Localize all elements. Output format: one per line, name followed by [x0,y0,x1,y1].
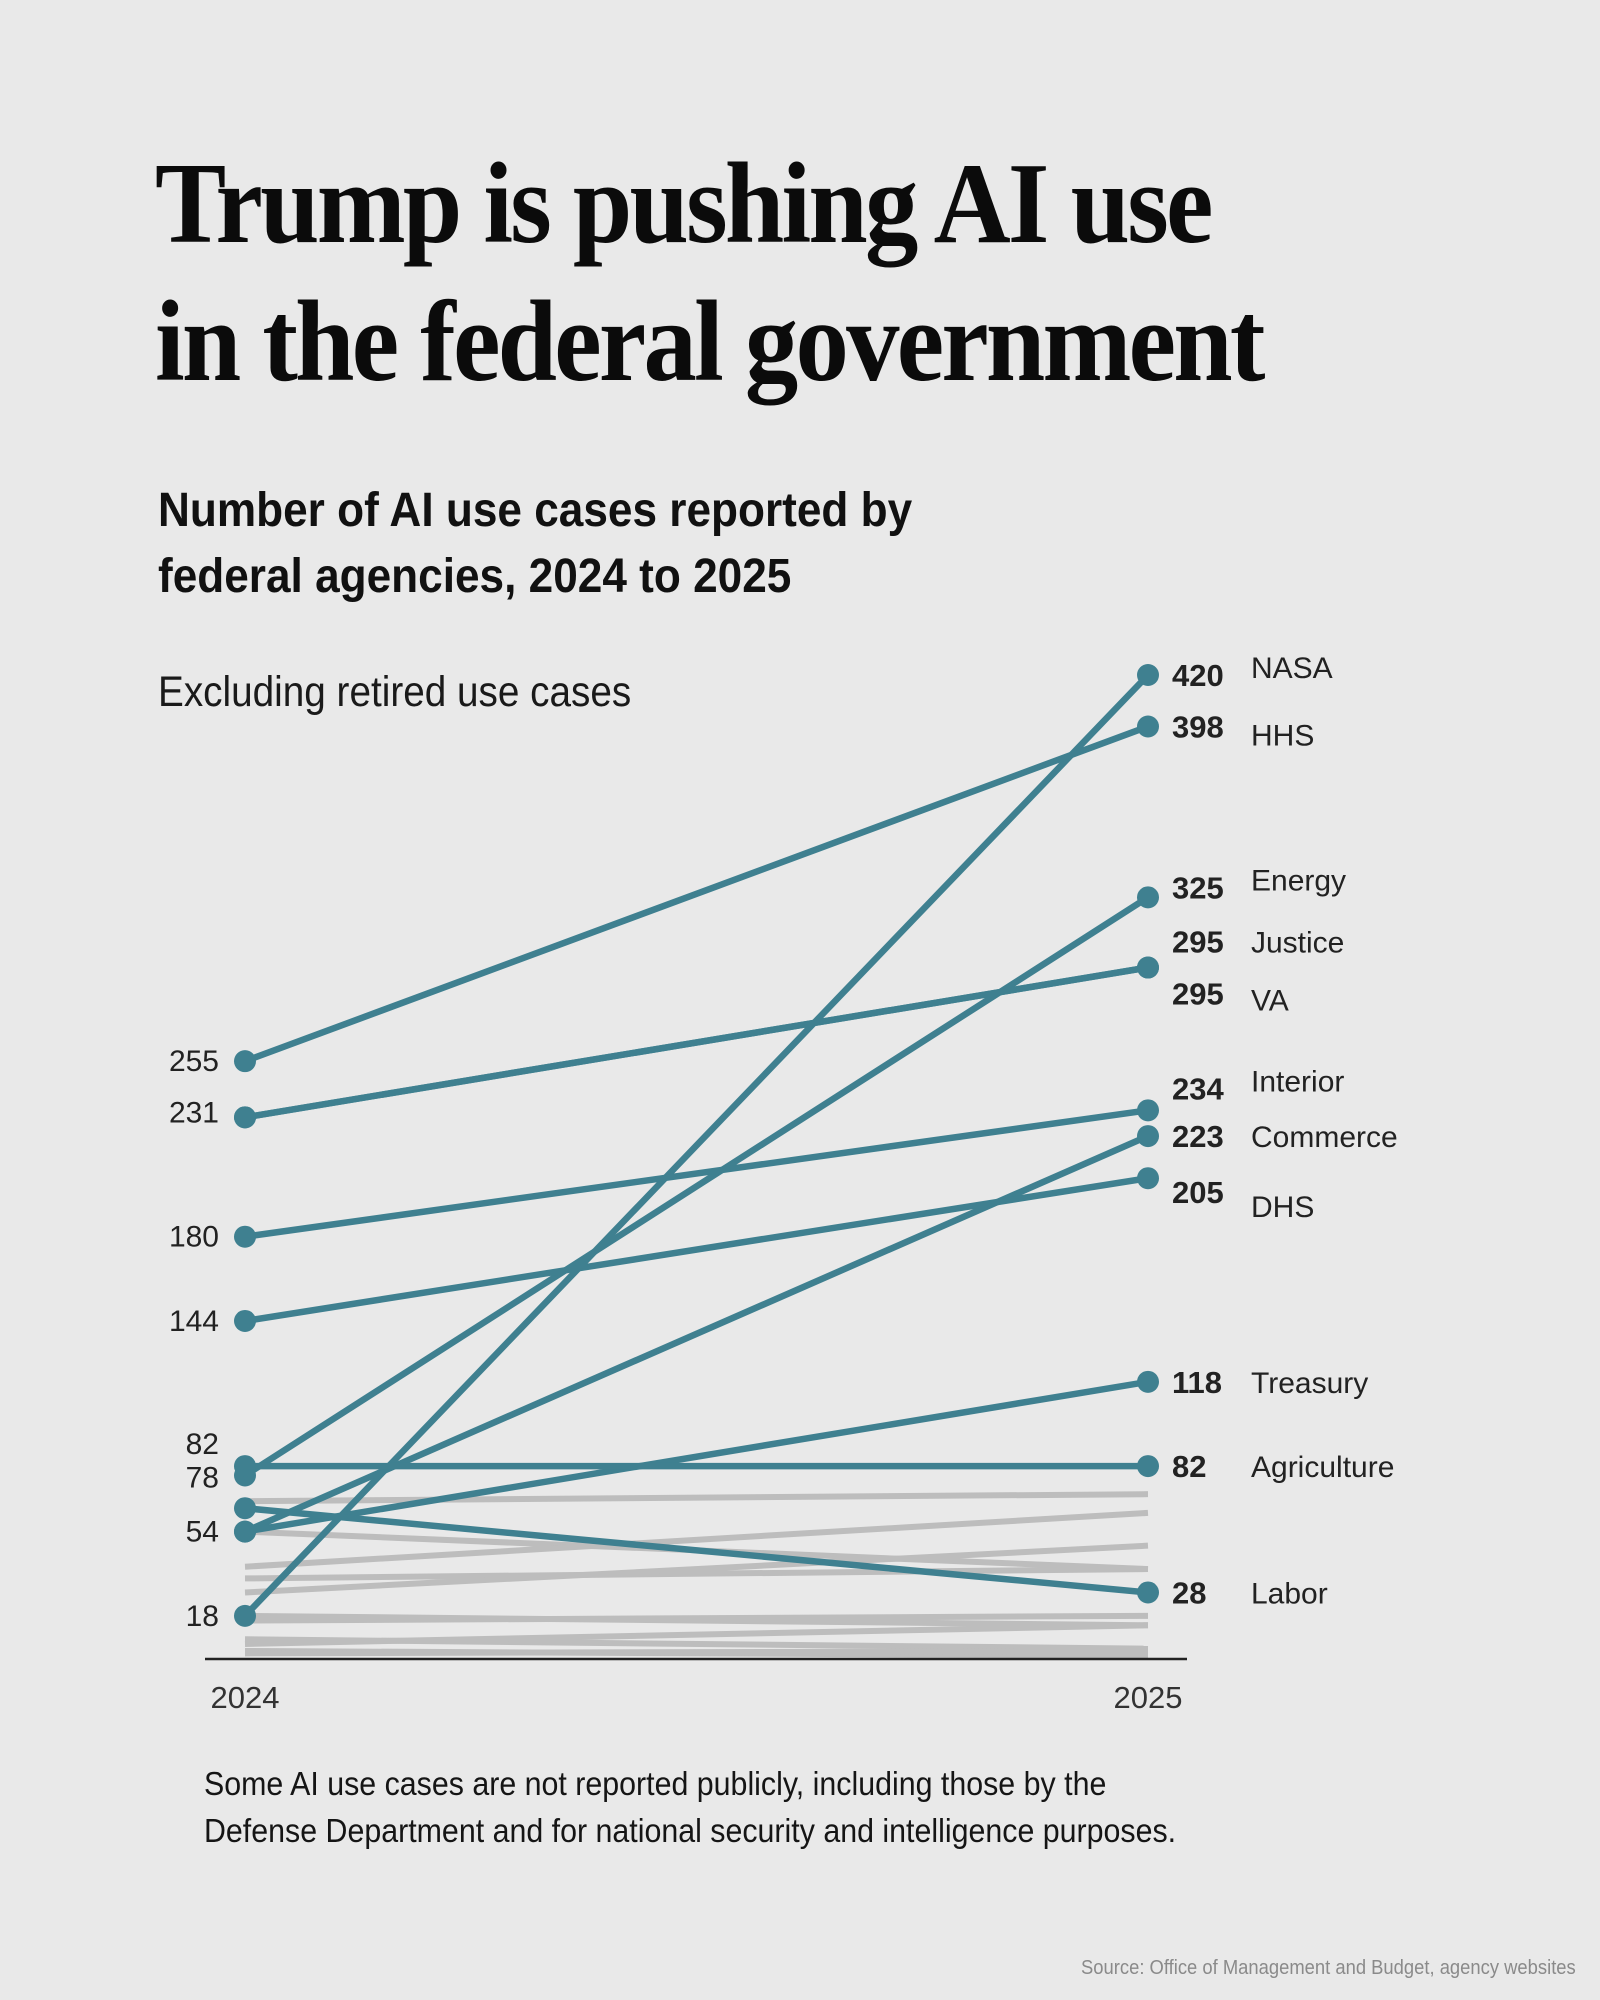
left-label-255: 255 [169,1045,219,1078]
title-line-1: Trump is pushing AI use [155,140,1213,268]
agency-name-commerce: Commerce [1251,1121,1398,1154]
agency-name-nasa: NASA [1251,652,1333,685]
subtitle-line-2: federal agencies, 2024 to 2025 [158,550,792,603]
value-2025-justice: 295 [1172,925,1224,960]
line-commerce [241,1132,1152,1535]
title-line-2: in the federal government [155,278,1265,406]
line-nasa [241,671,1152,1620]
agency-name-labor: Labor [1251,1577,1328,1610]
agency-name-treasury: Treasury [1251,1367,1368,1400]
dot-2025-interior [1137,1099,1159,1122]
value-2025-va: 295 [1172,977,1224,1012]
x-tick-2024: 2024 [211,1680,280,1715]
line-interior [241,1107,1152,1240]
other-agency-line [244,1491,1149,1505]
value-2025-treasury: 118 [1172,1365,1222,1400]
dot-2025-va [1137,956,1159,979]
dot-2024-nasa [234,1604,256,1627]
other-agency-line [244,1622,1149,1647]
agency-name-interior: Interior [1251,1065,1344,1098]
dot-2024-dhs [234,1309,256,1332]
dot-2025-dhs [1137,1167,1159,1190]
dot-2024-hhs [234,1050,256,1073]
value-2025-nasa: 420 [1172,658,1224,693]
left-label-18: 18 [186,1600,219,1633]
value-2025-interior: 234 [1172,1071,1224,1106]
right-value-labels: 420 NASA 398 HHS 325 Energy 295 Justice 295 VA 234… [1172,652,1398,1610]
dot-2024-interior [234,1225,256,1248]
agency-name-hhs: HHS [1251,719,1314,752]
x-tick-2025: 2025 [1114,1680,1183,1715]
left-label-82: 82 [186,1428,219,1461]
other-agency-line [244,1647,1149,1657]
agency-name-va: VA [1251,985,1289,1018]
dot-2024-labor [234,1497,256,1520]
chart-subtitle: Number of AI use cases reported by feder… [158,478,1170,610]
other-agency-line [244,1566,1149,1582]
agency-dots [234,664,1159,1627]
dot-2025-labor [1137,1581,1159,1604]
left-label-231: 231 [169,1096,219,1129]
line-treasury [241,1378,1152,1535]
chart-note: Some AI use cases are not reported publi… [204,1760,1308,1854]
other-agency-line [244,1509,1149,1570]
dot-2024-va [234,1106,256,1129]
x-axis-tick-labels: 2024 2025 [211,1680,1183,1715]
value-2025-commerce: 223 [1172,1119,1224,1154]
dot-2025-hhs [1137,715,1159,738]
line-va [241,964,1152,1121]
value-2025-hhs: 398 [1172,709,1224,744]
value-2025-energy: 325 [1172,870,1224,905]
value-2025-agriculture: 82 [1172,1449,1206,1484]
value-2025-labor: 28 [1172,1575,1206,1610]
left-label-54: 54 [186,1516,219,1549]
line-energy [241,894,1152,1479]
note-line-1: Some AI use cases are not reported publi… [204,1765,1107,1802]
dot-2025-treasury [1137,1370,1159,1393]
other-agency-line [244,1612,1149,1624]
agency-name-justice: Justice [1251,927,1344,960]
dot-2025-nasa [1137,664,1159,686]
line-dhs [241,1174,1152,1325]
agency-name-dhs: DHS [1251,1191,1314,1224]
dot-2024-agriculture [234,1455,256,1478]
dot-2025-energy [1137,886,1159,909]
dot-2024-treasury [234,1520,256,1543]
line-labor [241,1504,1152,1596]
note-line-2: Defense Department and for national secu… [204,1812,1177,1849]
line-hhs [241,723,1152,1065]
left-label-144: 144 [169,1305,219,1338]
other-agency-line [244,1542,1149,1596]
source-credit: Source: Office of Management and Budget,… [1081,1957,1576,1979]
chart-dek: Excluding retired use cases [158,668,632,716]
subtitle-line-1: Number of AI use cases reported by [158,484,913,537]
chart-title: Trump is pushing AI use in the federal g… [155,135,1397,411]
highlighted-agency-lines [241,671,1152,1620]
value-2025-dhs: 205 [1172,1175,1224,1210]
left-label-180: 180 [169,1221,219,1254]
dot-2025-commerce [1137,1125,1159,1148]
left-label-78: 78 [186,1461,219,1494]
dot-2025-agriculture [1137,1455,1159,1478]
agency-name-energy: Energy [1251,864,1346,897]
agency-name-agriculture: Agriculture [1251,1451,1394,1484]
